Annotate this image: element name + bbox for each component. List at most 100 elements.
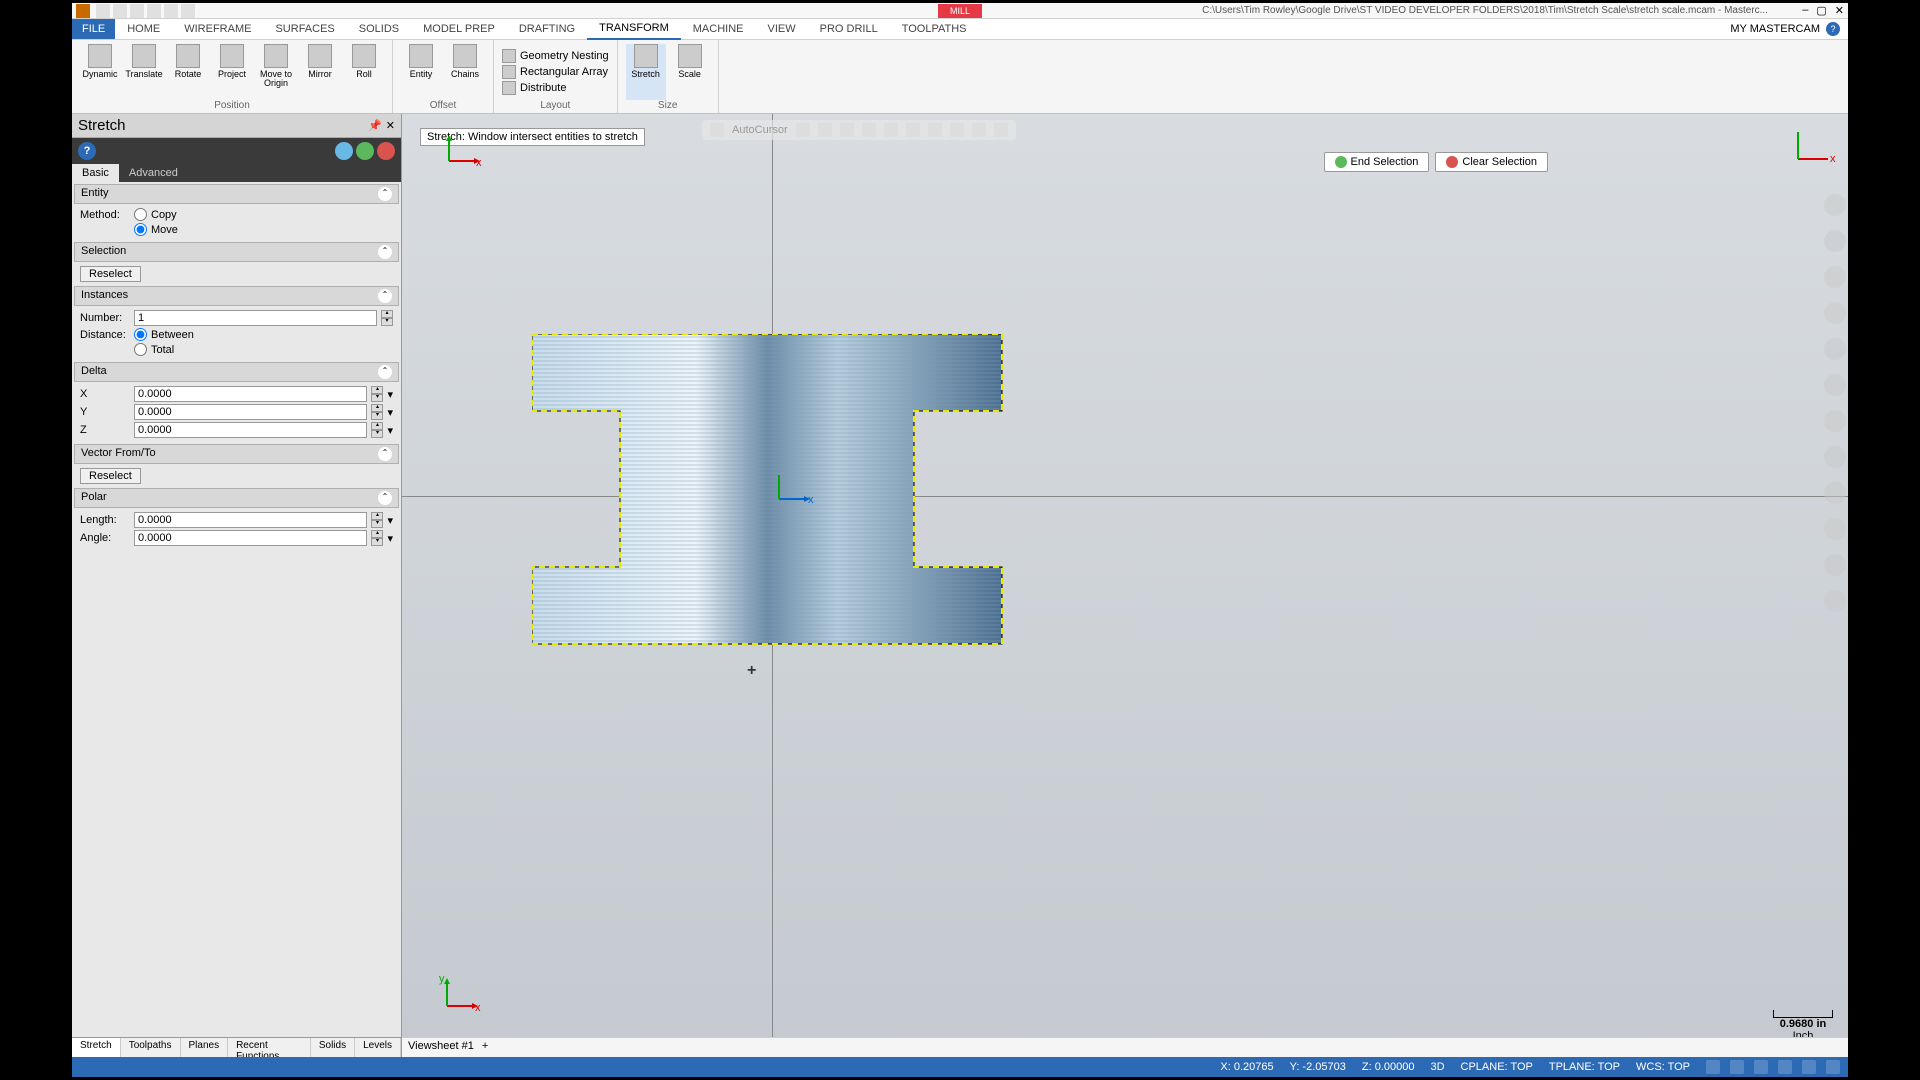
tab-prodrill[interactable]: PRO DRILL [808, 19, 890, 39]
method-copy-radio[interactable] [134, 208, 147, 221]
vp-tool-8[interactable] [1824, 446, 1846, 468]
redo-icon[interactable] [181, 4, 195, 18]
my-mastercam-label[interactable]: MY MASTERCAM [1730, 23, 1820, 35]
geometry-nesting-button[interactable]: Geometry Nesting [502, 49, 609, 63]
polar-angle-input[interactable] [134, 530, 367, 546]
viewport[interactable]: Stretch: Window intersect entities to st… [402, 114, 1848, 1057]
vp-tool-10[interactable] [1824, 518, 1846, 540]
vp-tool-4[interactable] [1824, 302, 1846, 324]
stretch-button[interactable]: Stretch [626, 44, 666, 100]
panel-pin-icon[interactable]: 📌 [368, 119, 382, 132]
status-cplane[interactable]: CPLANE: TOP [1461, 1061, 1533, 1073]
scale-button[interactable]: Scale [670, 44, 710, 100]
btab-levels[interactable]: Levels [355, 1038, 401, 1057]
status-icon-2[interactable] [1730, 1060, 1744, 1074]
print-icon[interactable] [147, 4, 161, 18]
roll-button[interactable]: Roll [344, 44, 384, 100]
vp-tool-3[interactable] [1824, 266, 1846, 288]
close-button[interactable]: ✕ [1835, 4, 1844, 17]
tab-file[interactable]: FILE [72, 19, 115, 39]
viewsheet-tab[interactable]: Viewsheet #1 [408, 1040, 474, 1055]
vp-tool-1[interactable] [1824, 194, 1846, 216]
delta-y-input[interactable] [134, 404, 367, 420]
status-icon-4[interactable] [1778, 1060, 1792, 1074]
vp-tool-5[interactable] [1824, 338, 1846, 360]
save-icon[interactable] [113, 4, 127, 18]
help-icon[interactable]: ? [1826, 22, 1840, 36]
dynamic-button[interactable]: Dynamic [80, 44, 120, 100]
distribute-button[interactable]: Distribute [502, 81, 609, 95]
distance-between-radio[interactable] [134, 328, 147, 341]
end-selection-button[interactable]: End Selection [1324, 152, 1430, 172]
vector-reselect-button[interactable]: Reselect [80, 468, 141, 484]
svg-text:x: x [808, 494, 814, 506]
tab-drafting[interactable]: DRAFTING [507, 19, 587, 39]
tab-home[interactable]: HOME [115, 19, 172, 39]
new-icon[interactable] [96, 4, 110, 18]
status-3d[interactable]: 3D [1430, 1061, 1444, 1073]
status-icon-6[interactable] [1826, 1060, 1840, 1074]
btab-toolpaths[interactable]: Toolpaths [121, 1038, 181, 1057]
btab-recent[interactable]: Recent Functions [228, 1038, 311, 1057]
status-icon-1[interactable] [1706, 1060, 1720, 1074]
tab-view[interactable]: VIEW [756, 19, 808, 39]
open-icon[interactable] [130, 4, 144, 18]
panel-ok-apply-button[interactable] [335, 142, 353, 160]
tab-transform[interactable]: TRANSFORM [587, 18, 681, 40]
delta-x-input[interactable] [134, 386, 367, 402]
status-icon-3[interactable] [1754, 1060, 1768, 1074]
panel-close-icon[interactable]: ✕ [386, 119, 395, 132]
btab-solids[interactable]: Solids [311, 1038, 355, 1057]
section-polar[interactable]: Polar⌃ [74, 488, 399, 508]
method-move-radio[interactable] [134, 223, 147, 236]
maximize-button[interactable]: ▢ [1816, 4, 1826, 17]
window-controls: – ▢ ✕ [1802, 4, 1844, 17]
section-vector[interactable]: Vector From/To⌃ [74, 444, 399, 464]
move-to-origin-button[interactable]: Move to Origin [256, 44, 296, 100]
panel-ok-button[interactable] [356, 142, 374, 160]
vp-tool-6[interactable] [1824, 374, 1846, 396]
project-button[interactable]: Project [212, 44, 252, 100]
section-instances[interactable]: Instances⌃ [74, 286, 399, 306]
method-label: Method: [80, 209, 130, 221]
entity-button[interactable]: Entity [401, 44, 441, 100]
distance-total-radio[interactable] [134, 343, 147, 356]
btab-planes[interactable]: Planes [181, 1038, 229, 1057]
section-entity[interactable]: Entity⌃ [74, 184, 399, 204]
vp-tool-11[interactable] [1824, 554, 1846, 576]
vp-tool-12[interactable] [1824, 590, 1846, 612]
clear-selection-button[interactable]: Clear Selection [1435, 152, 1548, 172]
tab-wireframe[interactable]: WIREFRAME [172, 19, 263, 39]
panel-help-icon[interactable]: ? [78, 142, 96, 160]
vp-tool-2[interactable] [1824, 230, 1846, 252]
tab-solids[interactable]: SOLIDS [347, 19, 411, 39]
delta-z-input[interactable] [134, 422, 367, 438]
add-viewsheet-button[interactable]: + [482, 1040, 488, 1055]
tab-machine[interactable]: MACHINE [681, 19, 756, 39]
minimize-button[interactable]: – [1802, 4, 1808, 17]
tab-advanced[interactable]: Advanced [119, 164, 188, 182]
tab-surfaces[interactable]: SURFACES [263, 19, 346, 39]
reselect-button[interactable]: Reselect [80, 266, 141, 282]
tab-basic[interactable]: Basic [72, 164, 119, 182]
status-tplane[interactable]: TPLANE: TOP [1549, 1061, 1620, 1073]
number-input[interactable] [134, 310, 377, 326]
rectangular-array-button[interactable]: Rectangular Array [502, 65, 609, 79]
vp-tool-9[interactable] [1824, 482, 1846, 504]
btab-stretch[interactable]: Stretch [72, 1038, 121, 1057]
chains-button[interactable]: Chains [445, 44, 485, 100]
mirror-button[interactable]: Mirror [300, 44, 340, 100]
tab-toolpaths[interactable]: TOOLPATHS [890, 19, 979, 39]
panel-cancel-button[interactable] [377, 142, 395, 160]
status-icon-5[interactable] [1802, 1060, 1816, 1074]
status-wcs[interactable]: WCS: TOP [1636, 1061, 1690, 1073]
autocursor-icon[interactable] [710, 123, 724, 137]
polar-length-input[interactable] [134, 512, 367, 528]
translate-button[interactable]: Translate [124, 44, 164, 100]
rotate-button[interactable]: Rotate [168, 44, 208, 100]
vp-tool-7[interactable] [1824, 410, 1846, 432]
tab-modelprep[interactable]: MODEL PREP [411, 19, 507, 39]
undo-icon[interactable] [164, 4, 178, 18]
section-delta[interactable]: Delta⌃ [74, 362, 399, 382]
section-selection[interactable]: Selection⌃ [74, 242, 399, 262]
